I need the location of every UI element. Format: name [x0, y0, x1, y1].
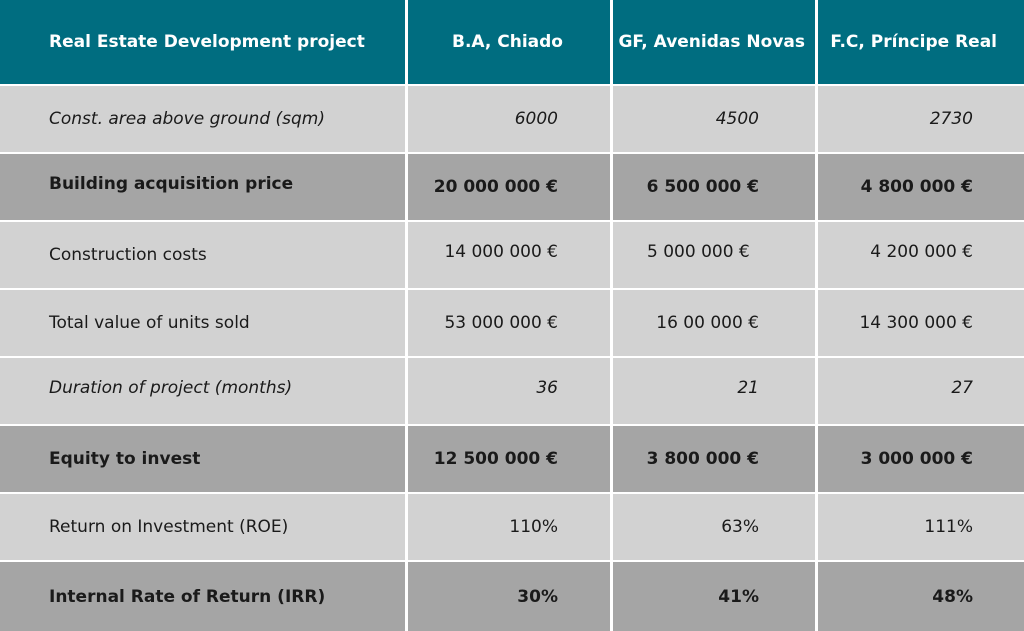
row-label: Return on Investment (ROE)	[49, 517, 289, 537]
row-label: Internal Rate of Return (IRR)	[49, 586, 326, 607]
value-chiado: 53 000 000 €	[444, 313, 558, 333]
value-chiado: 20 000 000 €	[433, 177, 558, 197]
value-chiado: 6000	[514, 109, 558, 129]
value-chiado: 14 000 000 €	[444, 242, 558, 262]
row-label: Duration of project (months)	[49, 378, 293, 398]
row-label: Construction costs	[49, 245, 207, 265]
value-principe-real: 27	[951, 378, 973, 398]
table-header-row: Real Estate Development project B.A, Chi…	[0, 0, 1024, 84]
column-divider	[405, 0, 408, 631]
table-row: Duration of project (months) 36 21 27	[0, 358, 1024, 424]
value-avenidas-novas: 3 800 000 €	[646, 449, 759, 469]
value-principe-real: 2730	[929, 109, 973, 129]
value-chiado: 110%	[509, 517, 558, 537]
value-avenidas-novas: 4500	[715, 109, 759, 129]
header-principe-real: F.C, Príncipe Real	[830, 32, 997, 52]
value-avenidas-novas: 16 00 000 €	[656, 313, 759, 333]
value-avenidas-novas: 63%	[721, 517, 759, 537]
value-principe-real: 111%	[924, 517, 973, 537]
table-row: Construction costs 14 000 000 € 5 000 00…	[0, 222, 1024, 288]
value-principe-real: 14 300 000 €	[859, 313, 973, 333]
value-principe-real: 4 200 000 €	[870, 242, 973, 262]
column-divider	[815, 0, 818, 631]
value-avenidas-novas: 6 500 000 €	[646, 177, 759, 197]
value-avenidas-novas: 41%	[718, 586, 759, 607]
value-principe-real: 3 000 000 €	[860, 449, 973, 469]
table-row: Total value of units sold 53 000 000 € 1…	[0, 290, 1024, 356]
header-avenidas-novas: GF, Avenidas Novas	[618, 32, 805, 52]
value-chiado: 30%	[517, 586, 558, 607]
row-label: Total value of units sold	[49, 313, 250, 333]
value-chiado: 36	[536, 378, 558, 398]
table-row: Const. area above ground (sqm) 6000 4500…	[0, 86, 1024, 152]
value-principe-real: 4 800 000 €	[860, 177, 973, 197]
value-principe-real: 48%	[932, 586, 973, 607]
row-label: Const. area above ground (sqm)	[49, 109, 325, 129]
table-row: Internal Rate of Return (IRR) 30% 41% 48…	[0, 562, 1024, 631]
table-row: Return on Investment (ROE) 110% 63% 111%	[0, 494, 1024, 560]
value-chiado: 12 500 000 €	[433, 449, 558, 469]
value-avenidas-novas: 5 000 000 €	[647, 242, 750, 262]
row-label: Building acquisition price	[49, 174, 294, 194]
column-divider	[610, 0, 613, 631]
value-avenidas-novas: 21	[737, 378, 759, 398]
table-row: Building acquisition price 20 000 000 € …	[0, 154, 1024, 220]
header-chiado: B.A, Chiado	[452, 32, 563, 52]
table-row: Equity to invest 12 500 000 € 3 800 000 …	[0, 426, 1024, 492]
row-label: Equity to invest	[49, 449, 201, 469]
header-project-label: Real Estate Development project	[49, 32, 365, 52]
